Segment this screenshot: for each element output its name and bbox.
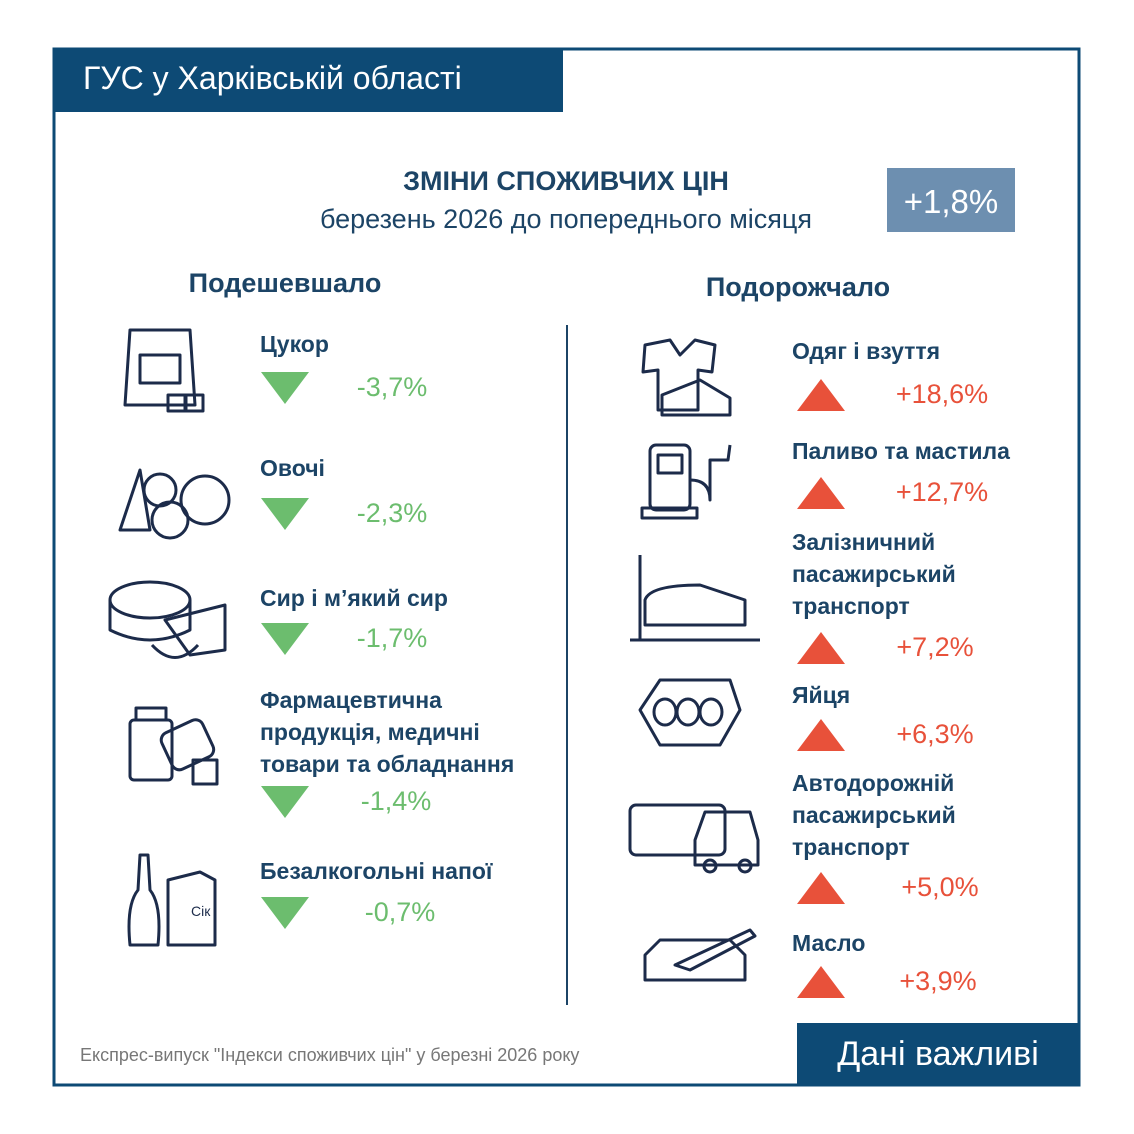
item-label: Сир і м’який сир xyxy=(260,585,448,611)
item-change: -1,4% xyxy=(360,786,432,816)
change-arrow xyxy=(797,379,845,411)
item-change: -3,7% xyxy=(356,372,428,402)
item-change: +7,2% xyxy=(896,632,974,662)
icons xyxy=(108,328,760,982)
item-label: пасажирський xyxy=(792,561,956,587)
item-label: Яйця xyxy=(792,682,851,708)
item-change: +18,6% xyxy=(895,379,989,409)
decreased-title: Подешевшало xyxy=(188,268,382,298)
item-label: Залізничний xyxy=(792,529,936,555)
total-change: +1,8% xyxy=(903,183,999,220)
item-label: Овочі xyxy=(260,455,325,481)
item-change: -2,3% xyxy=(356,498,428,528)
item-label: транспорт xyxy=(792,593,910,619)
change-arrow xyxy=(797,966,845,998)
item-label: продукція, медичні xyxy=(260,719,480,745)
increased-title: Подорожчало xyxy=(705,272,891,302)
source: Експрес-випуск "Індекси споживчих цін" у… xyxy=(80,1045,580,1065)
item-label: товари та обладнання xyxy=(260,751,515,777)
item-label: Автодорожній xyxy=(792,770,955,796)
change-arrow xyxy=(797,477,845,509)
change-arrow xyxy=(797,872,845,904)
item-label: Паливо та мастила xyxy=(792,438,1010,464)
icon-text: Сік xyxy=(191,903,211,919)
item-change: +12,7% xyxy=(895,477,989,507)
item-change: -1,7% xyxy=(356,623,428,653)
slogan-box xyxy=(797,1023,1080,1086)
frame xyxy=(52,47,1081,1087)
item-label: транспорт xyxy=(792,834,910,860)
headline-title: ЗМІНИ СПОЖИВЧИХ ЦІН xyxy=(403,166,729,196)
item-label: Безалкогольні напої xyxy=(260,858,493,884)
change-arrow xyxy=(261,897,309,929)
headline-subtitle: березень 2026 до попереднього місяця xyxy=(319,204,813,234)
change-arrow xyxy=(797,719,845,751)
change-arrow xyxy=(261,786,309,818)
change-arrow xyxy=(261,623,309,655)
item-change: +5,0% xyxy=(901,872,979,902)
change-arrow xyxy=(261,372,309,404)
slogan: Дані важливі xyxy=(837,1035,1039,1073)
header-box xyxy=(53,48,563,112)
item-change: +6,3% xyxy=(896,719,974,749)
item-label: Масло xyxy=(792,930,866,956)
item-change: -0,7% xyxy=(364,897,436,927)
change-arrow xyxy=(261,498,309,530)
item-change: +3,9% xyxy=(899,966,977,996)
change-arrow xyxy=(797,632,845,664)
header-title: ГУС у Харківській області xyxy=(83,60,462,96)
item-label: Одяг і взуття xyxy=(792,338,941,364)
total-box xyxy=(887,168,1015,232)
item-label: пасажирський xyxy=(792,802,956,828)
item-label: Фармацевтична xyxy=(260,687,442,713)
item-label: Цукор xyxy=(260,331,329,357)
